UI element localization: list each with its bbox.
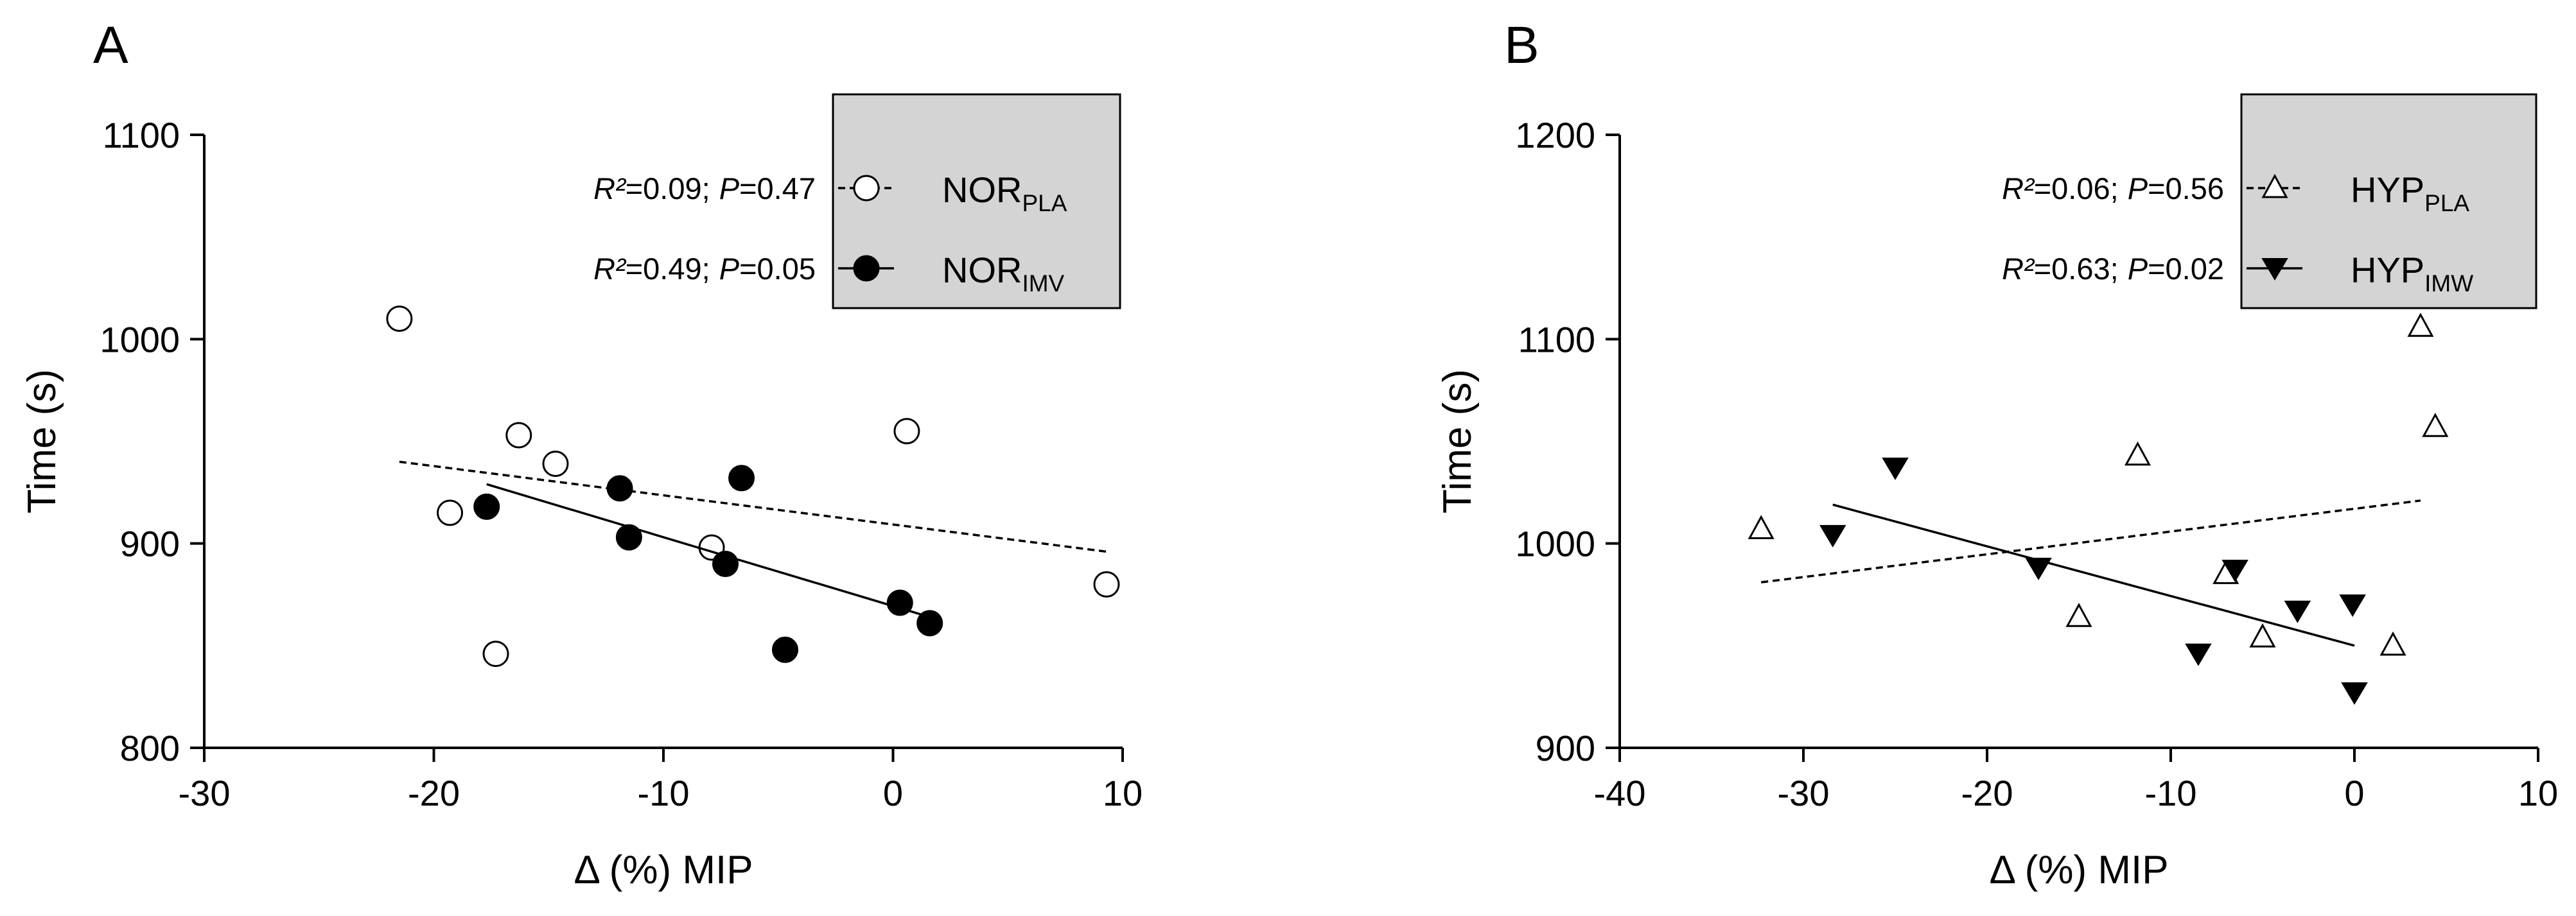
data-point (2341, 682, 2368, 705)
y-tick-label: 1000 (100, 319, 180, 359)
data-point (606, 475, 633, 502)
data-point (2249, 623, 2276, 648)
y-tick-label: 900 (1536, 728, 1595, 768)
x-tick-label: 10 (2518, 773, 2558, 813)
x-tick-label: -10 (638, 773, 690, 813)
legend-marker (853, 255, 880, 282)
panel-label: A (93, 16, 128, 74)
x-tick-label: -30 (1778, 773, 1830, 813)
y-tick-label: 900 (120, 524, 180, 564)
fit-line-imw (1832, 503, 2355, 647)
panel-b: B -40 -30 -20 -10 0 10 900 1000 1100 1200 Δ (%) MIP… (1435, 16, 2558, 892)
data-point (2221, 560, 2248, 583)
p-value: =0.47 (739, 171, 816, 205)
x-tick-label: 10 (1103, 773, 1143, 813)
r2-label: R² (2002, 171, 2035, 205)
data-point (771, 636, 798, 663)
r2-value: =0.09; (626, 171, 710, 205)
data-point (2407, 313, 2434, 337)
stat-annotation: R²=0.06; P=0.56 (2002, 171, 2224, 205)
fit-line-pla (1761, 499, 2421, 583)
y-tick-label: 1100 (1518, 319, 1595, 359)
series-nor-imv (473, 465, 943, 663)
data-point (1882, 457, 1909, 480)
legend-subscript: IMV (1022, 270, 1064, 297)
x-tick-label: -20 (1961, 773, 2013, 813)
x-tick-label: 0 (2344, 773, 2364, 813)
legend-subscript: IMW (2424, 270, 2473, 297)
x-tick-label: -30 (179, 773, 231, 813)
data-point (1093, 571, 1120, 598)
y-tick-label: 1100 (103, 115, 180, 155)
x-tick-label: -20 (408, 773, 460, 813)
data-point (2422, 413, 2449, 437)
y-axis-title: Time (s) (20, 369, 64, 514)
legend-marker (2261, 173, 2288, 198)
series-hyp-pla (1748, 313, 2449, 656)
data-point (2185, 643, 2212, 666)
data-point (2339, 594, 2366, 618)
legend-marker (853, 175, 880, 202)
r2-label: R² (593, 252, 627, 286)
data-point (505, 422, 532, 449)
data-point (386, 306, 413, 332)
r2-label: R² (2002, 252, 2035, 286)
data-point (1819, 524, 1846, 548)
x-tick-label: 0 (883, 773, 903, 813)
y-tick-label: 800 (120, 728, 180, 768)
p-label: P (2128, 252, 2148, 286)
fit-line-pla (399, 460, 1107, 553)
legend-box (832, 93, 1121, 309)
legend-box (2240, 93, 2537, 309)
y-tick-label: 1000 (1515, 524, 1595, 564)
data-point (615, 524, 642, 551)
x-tick-label: -10 (2145, 773, 2197, 813)
p-value: =0.56 (2148, 171, 2224, 205)
x-tick-label: -40 (1594, 773, 1646, 813)
y-axis-title: Time (s) (1435, 369, 1480, 514)
panel-a: A -30 -20 -10 0 10 800 900 1000 1100 Δ (%) MIP Time… (20, 16, 1143, 892)
r2-value: =0.06; (2034, 171, 2119, 205)
p-value: =0.05 (739, 252, 816, 286)
data-point (542, 451, 569, 478)
data-point (1748, 515, 1774, 539)
data-point (2124, 441, 2151, 466)
y-tick-label: 1200 (1515, 115, 1595, 155)
legend-marker (2261, 258, 2288, 281)
x-axis-title: Δ (%) MIP (1989, 848, 2168, 892)
data-point (2284, 600, 2311, 623)
p-label: P (719, 171, 740, 205)
data-point (886, 589, 913, 616)
data-point (893, 418, 920, 445)
series-hyp-imw (1819, 457, 2368, 705)
data-point (2379, 631, 2406, 656)
r2-value: =0.63; (2034, 252, 2119, 286)
data-point (2025, 557, 2052, 580)
data-point (712, 551, 739, 577)
data-point (2065, 603, 2092, 627)
data-point (916, 610, 943, 637)
p-value: =0.02 (2148, 252, 2224, 286)
r2-label: R² (593, 171, 627, 205)
data-point (473, 493, 500, 520)
legend-subscript: PLA (2424, 190, 2469, 216)
stat-annotation: R²=0.49; P=0.05 (593, 252, 816, 286)
p-label: P (2128, 171, 2148, 205)
stat-annotation: R²=0.63; P=0.02 (2002, 252, 2224, 286)
panel-label: B (1504, 16, 1539, 74)
data-point (728, 465, 755, 492)
x-axis-title: Δ (%) MIP (574, 848, 753, 892)
r2-value: =0.49; (626, 252, 710, 286)
p-label: P (719, 252, 740, 286)
stat-annotation: R²=0.09; P=0.47 (593, 171, 816, 205)
fit-line-imv (486, 483, 931, 618)
data-point (437, 499, 464, 526)
data-point (482, 641, 509, 668)
legend-subscript: PLA (1022, 190, 1067, 216)
series-nor-pla (386, 306, 1120, 668)
